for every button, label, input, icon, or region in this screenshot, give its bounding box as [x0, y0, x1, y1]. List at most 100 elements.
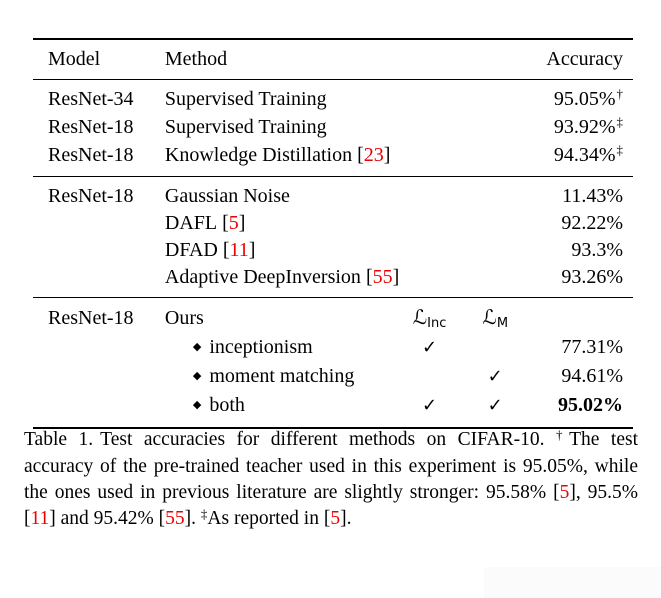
table-row: ResNet-18 Supervised Training 93.92%‡: [33, 114, 633, 142]
loss-inceptionism-header: ℒInc: [399, 298, 460, 335]
double-dagger-superscript: ‡: [616, 142, 624, 157]
citation-link[interactable]: 5: [228, 212, 239, 234]
method-cell: DFAD [11]: [165, 237, 399, 264]
table-row: ResNet-18 Ours ℒInc ℒM: [33, 298, 633, 335]
linc-checkmark: ✓: [422, 337, 438, 358]
model-cell: [33, 264, 165, 298]
accuracy-value: 95.05%: [553, 88, 616, 110]
citation-link[interactable]: 23: [363, 144, 384, 166]
table-row: ◆ inceptionism ✓ 77.31%: [33, 334, 633, 363]
bracket: [: [222, 212, 229, 234]
lm-checkmark: [460, 334, 531, 363]
citation-link[interactable]: 5: [330, 508, 341, 529]
method-label: inceptionism: [209, 336, 313, 358]
col-header-model: Model: [48, 48, 101, 70]
caption-text: ], 95.5% [: [24, 482, 638, 529]
method-label: DAFL: [164, 212, 218, 234]
accuracy-cell: 93.92%‡: [531, 114, 633, 142]
script-L-glyph: ℒ: [482, 305, 497, 329]
method-label: DFAD: [164, 239, 218, 261]
model-cell: [33, 392, 165, 428]
table-row: Adaptive DeepInversion [55] 93.26%: [33, 264, 633, 298]
results-table: Model Method Accuracy ResNet-34 Supervis…: [33, 38, 633, 429]
table-row: ◆ moment matching ✓ 94.61%: [33, 363, 633, 392]
method-cell: Knowledge Distillation [23]: [165, 142, 399, 177]
lm-checkmark: ✓: [487, 395, 503, 416]
bracket: [: [365, 266, 373, 288]
lm-cell: [460, 114, 531, 142]
col-header-method: Method: [164, 48, 228, 70]
lm-checkmark: ✓: [487, 366, 503, 387]
accuracy-cell: 92.22%: [531, 210, 633, 237]
model-cell: ResNet-18: [48, 144, 134, 166]
loss-subscript: Inc: [427, 316, 447, 331]
method-cell: Supervised Training: [165, 114, 399, 142]
method-cell: DAFL [5]: [165, 210, 399, 237]
model-cell: [33, 363, 165, 392]
table-row: DFAD [11] 93.3%: [33, 237, 633, 264]
table-row: ResNet-18 Knowledge Distillation [23] 94.…: [33, 142, 633, 177]
citation-link[interactable]: 11: [30, 508, 50, 529]
table-row: ResNet-18 Gaussian Noise 11.43%: [33, 177, 633, 211]
loss-subscript: M: [496, 316, 509, 331]
accuracy-cell: 77.31%: [531, 334, 633, 363]
lm-cell: [460, 142, 531, 177]
caption-text: ].: [184, 508, 201, 529]
col-header-accuracy: Accuracy: [546, 48, 623, 70]
linc-cell: [399, 80, 460, 115]
method-cell: Gaussian Noise: [165, 177, 399, 211]
accuracy-cell: 93.26%: [531, 264, 633, 298]
method-cell: Ours: [165, 298, 399, 335]
accuracy-value: 94.61%: [561, 365, 623, 387]
table-header-row: Model Method Accuracy: [33, 39, 633, 80]
loss-moment-header: ℒM: [460, 298, 531, 335]
accuracy-cell: 95.05%†: [531, 80, 633, 115]
caption-text: ].: [340, 508, 352, 529]
method-label: Supervised Training: [164, 116, 327, 138]
script-L-glyph: ℒ: [412, 305, 428, 329]
linc-checkmark: [399, 363, 460, 392]
linc-cell: [399, 114, 460, 142]
accuracy-value: 11.43%: [562, 185, 623, 207]
model-cell: [33, 334, 165, 363]
accuracy-cell: [531, 298, 633, 335]
model-cell: [33, 210, 165, 237]
accuracy-cell: 94.61%: [531, 363, 633, 392]
accuracy-cell: 95.02%: [531, 392, 633, 428]
table-row: ResNet-34 Supervised Training 95.05%†: [33, 80, 633, 115]
table-caption: Table 1. Test accuracies for different me…: [24, 427, 638, 533]
linc-cell: [399, 264, 460, 298]
diamond-bullet-icon: ◆: [192, 398, 202, 411]
table-row: DAFL [5] 92.22%: [33, 210, 633, 237]
citation-link[interactable]: 5: [559, 482, 570, 503]
dagger-superscript: †: [616, 86, 624, 101]
citation-link[interactable]: 55: [165, 508, 185, 529]
accuracy-value: 93.26%: [561, 266, 623, 288]
method-cell: ◆ both: [165, 392, 399, 428]
section-ours: ResNet-18 Ours ℒInc ℒM ◆ inceptionism ✓ 7…: [33, 298, 633, 428]
col-header-spacer-1: [399, 39, 460, 80]
bracket: ]: [238, 212, 246, 234]
bracket: [: [357, 144, 364, 166]
method-label: moment matching: [209, 365, 355, 387]
lm-cell: [460, 80, 531, 115]
caption-text: ] and 95.42% [: [49, 508, 166, 529]
linc-cell: [399, 177, 460, 211]
citation-ref: [5]: [222, 212, 245, 234]
method-label: Adaptive DeepInversion: [164, 266, 361, 288]
method-cell: ◆ moment matching: [165, 363, 399, 392]
citation-link[interactable]: 11: [229, 239, 249, 261]
section-datafree-baselines: ResNet-18 Gaussian Noise 11.43% DAFL [5] …: [33, 177, 633, 298]
caption-text: Test accuracies for different methods on…: [100, 429, 556, 450]
model-cell: ResNet-18: [48, 307, 134, 329]
lm-cell: [460, 237, 531, 264]
linc-checkmark: ✓: [422, 395, 438, 416]
col-header-spacer-2: [460, 39, 531, 80]
citation-link[interactable]: 55: [372, 266, 393, 288]
double-dagger-superscript: ‡: [200, 506, 208, 521]
lm-cell: [460, 264, 531, 298]
accuracy-value: 77.31%: [561, 336, 623, 358]
diamond-bullet-icon: ◆: [192, 340, 202, 353]
linc-cell: [399, 210, 460, 237]
accuracy-value: 93.92%: [553, 116, 616, 138]
